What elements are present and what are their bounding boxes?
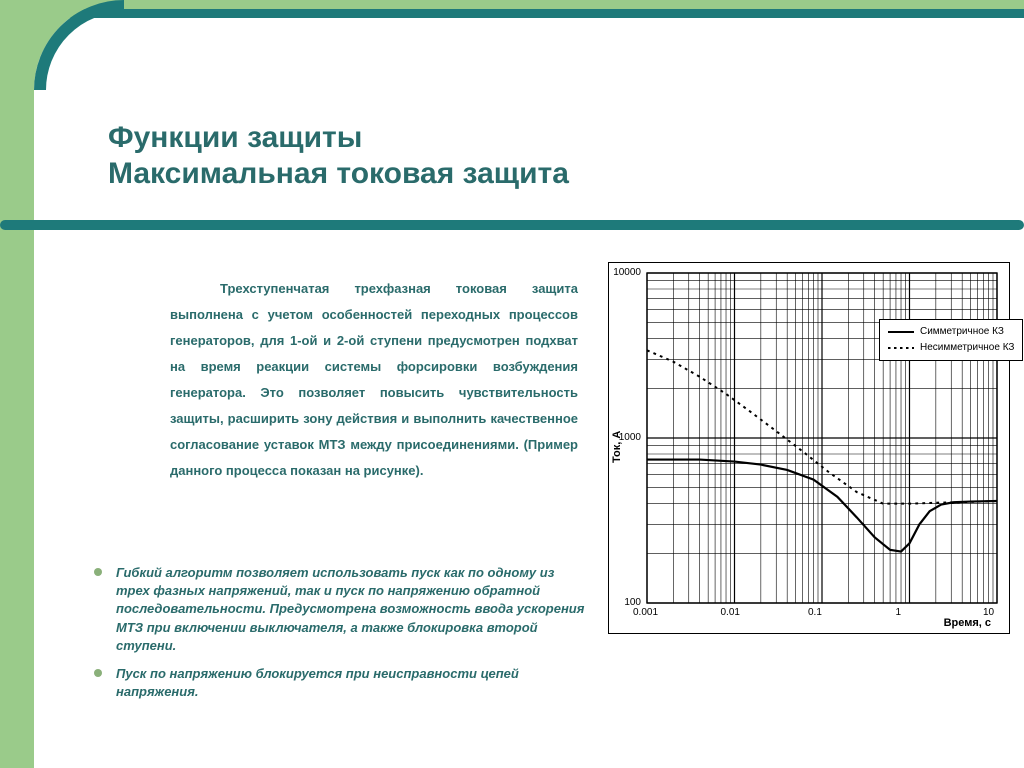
x-tick-label: 10	[983, 607, 994, 618]
x-tick-label: 1	[896, 607, 902, 618]
left-bar	[0, 0, 34, 768]
paragraph-text: Трехступенчатая трехфазная токовая защит…	[170, 281, 578, 478]
chart-legend: Симметричное КЗНесимметричное КЗ	[879, 319, 1023, 361]
bullet-item: Пуск по напряжению блокируется при неисп…	[90, 665, 588, 701]
y-tick-label: 1000	[619, 432, 641, 443]
slide: Функции защиты Максимальная токовая защи…	[0, 0, 1024, 768]
body-paragraph: Трехступенчатая трехфазная токовая защит…	[170, 276, 578, 484]
legend-label: Симметричное КЗ	[920, 324, 1004, 340]
slide-title: Функции защиты Максимальная токовая защи…	[108, 120, 988, 192]
top-stripe	[0, 0, 1024, 18]
title-line-2: Максимальная токовая защита	[108, 156, 988, 192]
legend-item: Несимметричное КЗ	[888, 340, 1014, 356]
title-line-1: Функции защиты	[108, 120, 988, 156]
x-tick-label: 0.001	[633, 607, 658, 618]
legend-label: Несимметричное КЗ	[920, 340, 1014, 356]
chart: Ток, А Время, с 0.0010.010.1110100100010…	[608, 262, 1010, 634]
x-axis-label: Время, с	[944, 617, 991, 629]
x-tick-label: 0.01	[721, 607, 740, 618]
bullet-list: Гибкий алгоритм позволяет использовать п…	[90, 564, 588, 711]
x-tick-label: 0.1	[808, 607, 822, 618]
y-tick-label: 10000	[613, 267, 641, 278]
bullet-item: Гибкий алгоритм позволяет использовать п…	[90, 564, 588, 655]
legend-item: Симметричное КЗ	[888, 324, 1014, 340]
corner-arc	[34, 0, 124, 90]
y-tick-label: 100	[624, 597, 641, 608]
divider-bar	[0, 220, 1024, 230]
